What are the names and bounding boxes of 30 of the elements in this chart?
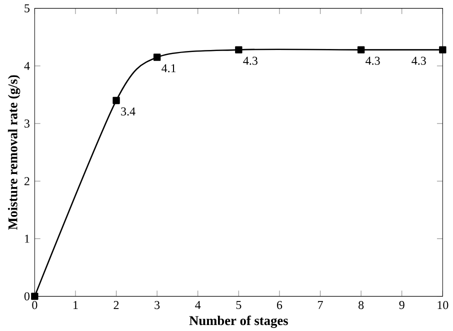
x-tick-label: 6 <box>276 301 282 310</box>
point <box>357 46 365 54</box>
y-axis-title: Moisture removal rate (g/s) <box>8 75 20 230</box>
data-label: 4.3 <box>243 56 258 65</box>
x-axis-title: Number of stages <box>189 316 288 328</box>
x-tick-label: 4 <box>195 301 201 309</box>
y-tick-label: 0 <box>24 292 30 300</box>
x-tick-label: 8 <box>358 301 364 310</box>
x-tick-label: 2 <box>114 301 119 309</box>
data-label: 3.4 <box>121 107 136 116</box>
point <box>439 46 446 54</box>
x-tick-label: 1 <box>74 301 78 309</box>
data-label: 4.3 <box>366 56 380 65</box>
x-tick-label: 9 <box>399 301 404 310</box>
data-label: 4.3 <box>412 56 426 65</box>
y-tick-label: 4 <box>24 62 30 70</box>
x-tick-label: 10 <box>438 301 448 310</box>
y-tick-label: 2 <box>24 177 30 186</box>
x-tick-label: 0 <box>32 301 38 310</box>
point <box>31 292 38 300</box>
x-tick-label: 3 <box>154 301 160 310</box>
y-tick-label: 5 <box>24 4 30 12</box>
point <box>112 96 120 104</box>
point <box>235 46 242 54</box>
y-tick-label: 1 <box>25 234 30 243</box>
y-tick-label: 3 <box>24 119 30 128</box>
x-tick-label: 5 <box>236 301 242 310</box>
point <box>153 54 161 61</box>
x-tick-label: 7 <box>318 301 323 309</box>
data-label: 4.1 <box>162 64 176 72</box>
